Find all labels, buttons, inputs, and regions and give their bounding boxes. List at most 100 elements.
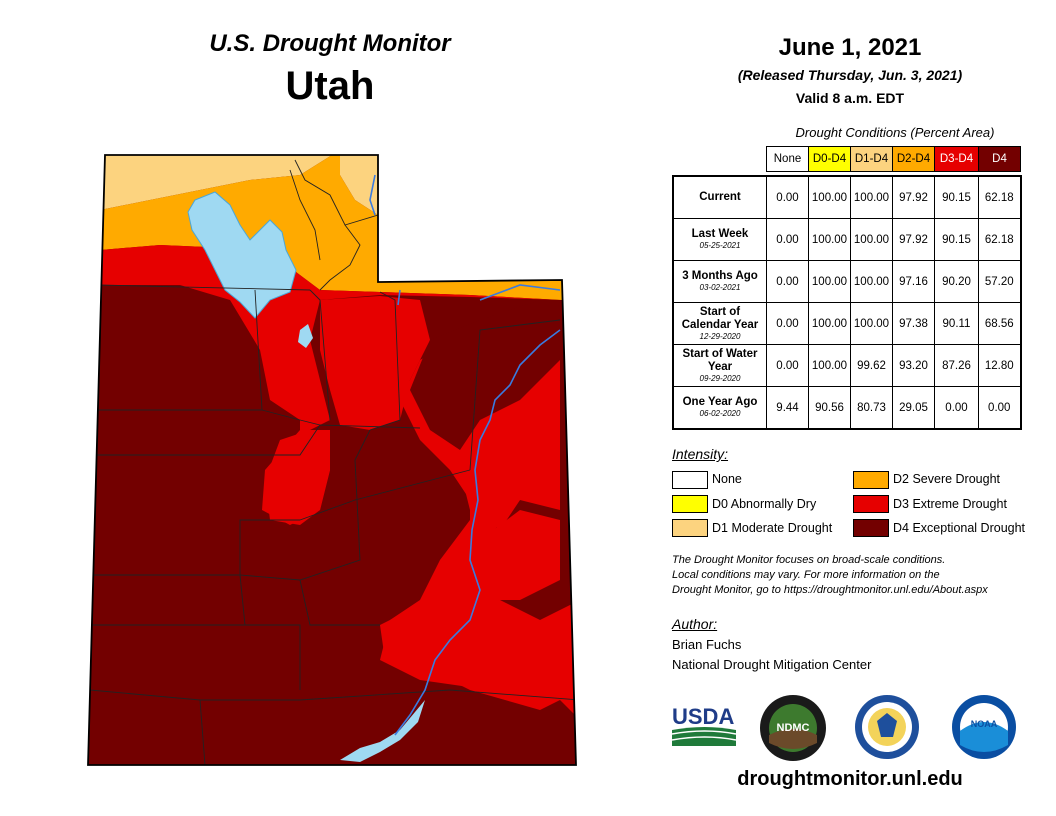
table-cell: 93.20 <box>892 344 935 387</box>
legend-title: Intensity: <box>672 446 729 462</box>
d1-area-ne <box>330 155 378 215</box>
table-cell: 80.73 <box>850 386 893 430</box>
great-salt-lake <box>187 191 297 319</box>
table-cell: 29.05 <box>892 386 935 430</box>
table-row: Start of Water Year 09-29-2020 0.00 100.0… <box>672 344 1022 387</box>
legend-swatch-d0 <box>672 495 708 513</box>
table-cell: 97.92 <box>892 175 935 219</box>
table-cell: 0.00 <box>766 175 809 219</box>
row-label: 3 Months Ago 03-02-2021 <box>672 260 767 303</box>
drought-conditions-table: None D0-D4 D1-D4 D2-D4 D3-D4 D4 Current … <box>672 146 1022 430</box>
ndmc-logo-text: NDMC <box>777 722 810 734</box>
table-cell: 0.00 <box>766 260 809 303</box>
table-cell: 100.00 <box>808 302 851 345</box>
legend-label-d1: D1 Moderate Drought <box>712 521 833 535</box>
rivers <box>369 174 561 736</box>
col-d1-d4: D1-D4 <box>850 146 893 172</box>
legend-label-d2: D2 Severe Drought <box>893 472 1001 486</box>
table-cell: 97.92 <box>892 218 935 261</box>
d3-area-central <box>262 430 330 525</box>
commerce-seal-icon <box>855 695 919 759</box>
table-cell: 90.11 <box>934 302 979 345</box>
table-cell: 90.15 <box>934 218 979 261</box>
map-date: June 1, 2021 <box>778 34 922 61</box>
table-cell: 90.20 <box>934 260 979 303</box>
table-cell: 12.80 <box>978 344 1022 387</box>
utah-drought-map <box>87 154 577 766</box>
d1-area <box>100 155 340 210</box>
table-cell: 100.00 <box>808 175 851 219</box>
d2-area <box>100 155 562 300</box>
table-cell: 97.38 <box>892 302 935 345</box>
table-cell: 9.44 <box>766 386 809 430</box>
row-label: Start of Calendar Year 12-29-2020 <box>672 302 767 345</box>
table-cell: 100.00 <box>808 344 851 387</box>
footer-url[interactable]: droughtmonitor.unl.edu <box>737 768 963 790</box>
col-d3-d4: D3-D4 <box>934 146 979 172</box>
noaa-logo: NOAA <box>952 695 1016 759</box>
table-cell: 100.00 <box>850 175 893 219</box>
legend-swatch-d1 <box>672 519 708 537</box>
table-row: Start of Calendar Year 12-29-2020 0.00 10… <box>672 302 1022 345</box>
usda-logo-text: USDA <box>672 704 734 729</box>
table-cell: 62.18 <box>978 218 1022 261</box>
table-cell: 0.00 <box>978 386 1022 430</box>
table-cell: 68.56 <box>978 302 1022 345</box>
valid-time: Valid 8 a.m. EDT <box>795 90 905 106</box>
table-row: 3 Months Ago 03-02-2021 0.00 100.00 100.0… <box>672 260 1022 303</box>
table-cell: 87.26 <box>934 344 979 387</box>
table-caption: Drought Conditions (Percent Area) <box>795 125 995 140</box>
state-outline <box>87 154 577 766</box>
table-row: One Year Ago 06-02-2020 9.44 90.56 80.73 … <box>672 386 1022 430</box>
author-title: Author: <box>672 616 718 632</box>
col-none: None <box>766 146 809 172</box>
release-date: (Released Thursday, Jun. 3, 2021) <box>737 67 963 83</box>
table-cell: 57.20 <box>978 260 1022 303</box>
table-cell: 62.18 <box>978 175 1022 219</box>
legend-label-d4: D4 Exceptional Drought <box>893 521 1026 535</box>
legend-swatch-none <box>672 471 708 489</box>
legend-swatch-d2 <box>853 471 889 489</box>
table-cell: 100.00 <box>808 260 851 303</box>
table-cell: 100.00 <box>850 260 893 303</box>
row-label: Start of Water Year 09-29-2020 <box>672 344 767 387</box>
col-d4: D4 <box>978 146 1021 172</box>
d3-area-east-mid <box>440 510 560 600</box>
table-cell: 90.56 <box>808 386 851 430</box>
table-header-row: None D0-D4 D1-D4 D2-D4 D3-D4 D4 <box>673 146 1021 172</box>
author-org: National Drought Mitigation Center <box>672 657 872 672</box>
table-cell: 90.15 <box>934 175 979 219</box>
header-blank-cell <box>673 147 767 172</box>
legend-label-none: None <box>712 472 742 486</box>
legend-swatch-d3 <box>853 495 889 513</box>
table-cell: 0.00 <box>766 218 809 261</box>
col-d2-d4: D2-D4 <box>892 146 935 172</box>
d3-area-center <box>320 296 430 430</box>
utah-lake <box>298 324 313 348</box>
table-cell: 100.00 <box>808 218 851 261</box>
county-lines <box>89 159 576 765</box>
monitor-title: U.S. Drought Monitor <box>209 30 451 57</box>
note-line: Local conditions may vary. For more info… <box>672 569 940 581</box>
d4-area-ne <box>410 300 560 450</box>
lake-powell <box>340 700 425 762</box>
state-title: Utah <box>285 64 375 108</box>
note-line: Drought Monitor, go to https://droughtmo… <box>672 584 988 596</box>
d3-area-southeast <box>380 600 576 710</box>
table-cell: 100.00 <box>850 218 893 261</box>
disclaimer-note: The Drought Monitor focuses on broad-sca… <box>672 553 1042 598</box>
row-label: Last Week 05-25-2021 <box>672 218 767 261</box>
row-label: One Year Ago 06-02-2020 <box>672 386 767 430</box>
table-row: Last Week 05-25-2021 0.00 100.00 100.00 9… <box>672 218 1022 261</box>
col-d0-d4: D0-D4 <box>808 146 851 172</box>
row-label: Current <box>672 175 767 219</box>
legend-label-d0: D0 Abnormally Dry <box>712 497 817 511</box>
table-cell: 0.00 <box>766 302 809 345</box>
note-line: The Drought Monitor focuses on broad-sca… <box>672 554 946 566</box>
usda-logo: USDA <box>671 704 737 746</box>
legend-label-d3: D3 Extreme Drought <box>893 497 1007 511</box>
ndmc-logo: NDMC <box>760 695 826 761</box>
table-cell: 97.16 <box>892 260 935 303</box>
legend-swatch-d4 <box>853 519 889 537</box>
table-cell: 99.62 <box>850 344 893 387</box>
